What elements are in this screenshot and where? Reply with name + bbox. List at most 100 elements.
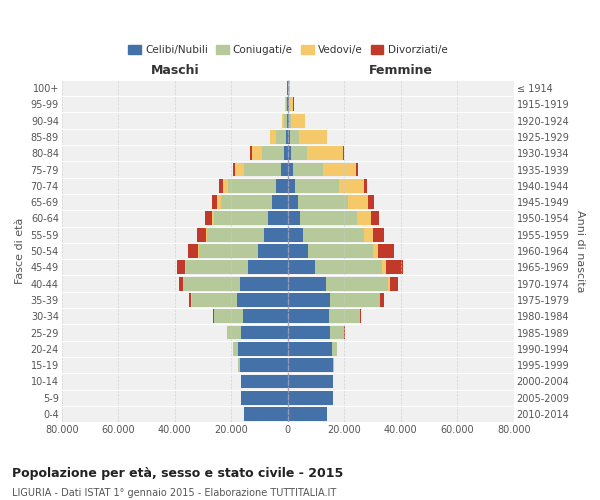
Bar	[314, 260, 382, 274]
Bar	[244, 162, 281, 176]
Bar	[287, 114, 288, 128]
Bar	[288, 391, 333, 404]
Bar	[323, 162, 356, 176]
Bar	[288, 114, 289, 128]
Bar	[338, 179, 364, 192]
Bar	[390, 276, 398, 290]
Bar	[288, 293, 330, 307]
Bar	[291, 146, 307, 160]
Bar	[240, 358, 288, 372]
Bar	[288, 130, 290, 144]
Bar	[221, 195, 272, 209]
Bar	[301, 212, 357, 226]
Bar	[288, 326, 330, 340]
Bar	[288, 260, 314, 274]
Bar	[386, 260, 403, 274]
Bar	[179, 276, 183, 290]
Bar	[229, 179, 277, 192]
Bar	[277, 179, 288, 192]
Bar	[288, 358, 333, 372]
Bar	[205, 212, 212, 226]
Legend: Celibi/Nubili, Coniugati/e, Vedovi/e, Divorziati/e: Celibi/Nubili, Coniugati/e, Vedovi/e, Di…	[124, 40, 451, 59]
Bar	[223, 179, 229, 192]
Bar	[212, 195, 217, 209]
Y-axis label: Anni di nascita: Anni di nascita	[575, 210, 585, 292]
Bar	[288, 244, 308, 258]
Bar	[242, 310, 288, 323]
Bar	[248, 260, 288, 274]
Bar	[188, 244, 198, 258]
Bar	[288, 179, 295, 192]
Bar	[330, 293, 380, 307]
Bar	[373, 228, 384, 241]
Bar	[250, 146, 251, 160]
Bar	[207, 228, 264, 241]
Bar	[272, 195, 288, 209]
Bar	[298, 195, 349, 209]
Bar	[214, 310, 242, 323]
Bar	[288, 146, 291, 160]
Bar	[288, 374, 333, 388]
Y-axis label: Fasce di età: Fasce di età	[15, 218, 25, 284]
Bar	[288, 228, 303, 241]
Bar	[268, 212, 288, 226]
Bar	[388, 276, 390, 290]
Bar	[295, 179, 338, 192]
Bar	[373, 244, 378, 258]
Bar	[293, 162, 323, 176]
Bar	[244, 407, 288, 421]
Bar	[289, 81, 290, 95]
Bar	[303, 228, 364, 241]
Bar	[237, 293, 288, 307]
Bar	[378, 244, 394, 258]
Bar	[343, 146, 344, 160]
Bar	[364, 179, 367, 192]
Text: Maschi: Maschi	[151, 64, 199, 76]
Bar	[289, 98, 293, 111]
Bar	[286, 98, 287, 111]
Bar	[288, 276, 326, 290]
Bar	[281, 162, 288, 176]
Bar	[356, 162, 358, 176]
Bar	[233, 342, 238, 356]
Bar	[290, 130, 299, 144]
Bar	[357, 212, 371, 226]
Bar	[217, 195, 221, 209]
Bar	[270, 130, 276, 144]
Bar	[183, 276, 240, 290]
Bar	[329, 310, 360, 323]
Bar	[371, 212, 379, 226]
Bar	[286, 130, 288, 144]
Bar	[364, 228, 373, 241]
Bar	[235, 162, 244, 176]
Bar	[276, 130, 286, 144]
Text: Popolazione per età, sesso e stato civile - 2015: Popolazione per età, sesso e stato civil…	[12, 468, 343, 480]
Bar	[287, 98, 288, 111]
Bar	[382, 260, 386, 274]
Bar	[198, 244, 199, 258]
Bar	[241, 391, 288, 404]
Bar	[219, 179, 223, 192]
Bar	[330, 326, 344, 340]
Bar	[284, 146, 288, 160]
Bar	[214, 212, 268, 226]
Bar	[288, 212, 301, 226]
Bar	[289, 114, 291, 128]
Bar	[197, 228, 206, 241]
Bar	[212, 212, 214, 226]
Bar	[332, 342, 337, 356]
Bar	[368, 195, 374, 209]
Bar	[177, 260, 185, 274]
Text: LIGURIA - Dati ISTAT 1° gennaio 2015 - Elaborazione TUTTITALIA.IT: LIGURIA - Dati ISTAT 1° gennaio 2015 - E…	[12, 488, 336, 498]
Bar	[291, 114, 305, 128]
Bar	[307, 146, 343, 160]
Bar	[213, 310, 214, 323]
Bar	[360, 310, 361, 323]
Bar	[241, 326, 288, 340]
Bar	[288, 342, 332, 356]
Bar	[288, 195, 298, 209]
Bar	[264, 228, 288, 241]
Bar	[333, 358, 334, 372]
Bar	[191, 293, 237, 307]
Bar	[284, 114, 287, 128]
